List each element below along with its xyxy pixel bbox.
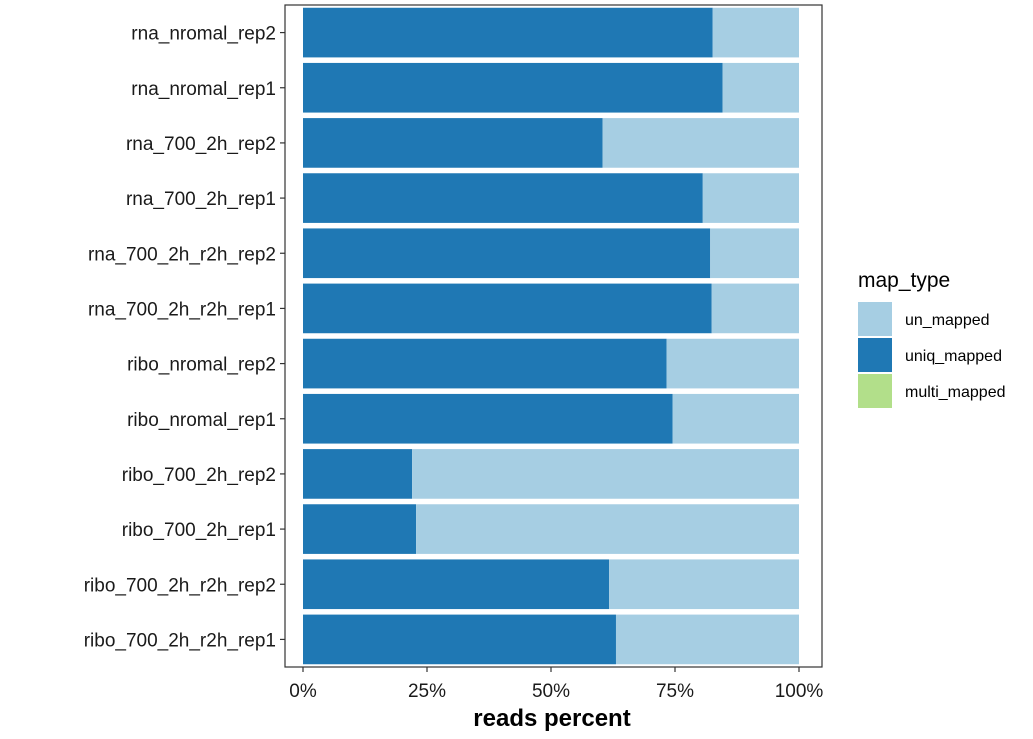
- x-tick-label: 0%: [289, 681, 317, 702]
- legend-label: un_mapped: [905, 312, 990, 329]
- y-tick-label: ribo_nromal_rep2: [127, 355, 276, 376]
- x-axis: 0% 25% 50% 75% 100%: [289, 667, 823, 702]
- y-tick-label: rna_700_2h_r2h_rep1: [88, 299, 276, 320]
- bar-un-mapped: [609, 559, 799, 610]
- bar-uniq-mapped: [303, 338, 667, 389]
- bar-uniq-mapped: [303, 393, 673, 444]
- x-tick-label: 100%: [775, 681, 824, 702]
- bar-uniq-mapped: [303, 449, 413, 499]
- legend-key-uniq-mapped: [858, 338, 892, 372]
- bar-un-mapped: [666, 338, 799, 389]
- bar-uniq-mapped: [303, 283, 712, 334]
- y-tick-label: rna_700_2h_rep2: [126, 134, 276, 155]
- bar-uniq-mapped: [303, 173, 703, 223]
- y-tick-label: rna_nromal_rep2: [131, 24, 276, 45]
- y-tick-label: ribo_700_2h_rep1: [122, 520, 276, 541]
- bar-un-mapped: [602, 118, 799, 168]
- bar-uniq-mapped: [303, 504, 417, 554]
- plot-panel: [284, 4, 823, 668]
- bar-un-mapped: [702, 173, 799, 223]
- y-tick-label: ribo_700_2h_r2h_rep2: [84, 575, 276, 596]
- bar-un-mapped: [722, 62, 799, 113]
- bar-un-mapped: [412, 449, 799, 499]
- legend-key-un-mapped: [858, 302, 892, 336]
- bar-uniq-mapped: [303, 62, 723, 113]
- x-axis-title: reads percent: [473, 705, 630, 732]
- bar-un-mapped: [712, 7, 799, 58]
- y-tick-label: ribo_nromal_rep1: [127, 410, 276, 431]
- bar-uniq-mapped: [303, 614, 616, 665]
- bar-uniq-mapped: [303, 7, 713, 58]
- legend-title: map_type: [858, 269, 950, 292]
- legend-key-multi-mapped: [858, 374, 892, 408]
- x-tick-label: 25%: [408, 681, 446, 702]
- y-tick-label: rna_700_2h_r2h_rep2: [88, 244, 276, 265]
- bar-un-mapped: [672, 393, 799, 444]
- y-tick-label: rna_nromal_rep1: [131, 79, 276, 100]
- legend: map_type un_mapped uniq_mapped multi_mappe…: [858, 269, 1006, 408]
- bar-uniq-mapped: [303, 228, 711, 279]
- bar-uniq-mapped: [303, 559, 610, 610]
- x-tick-label: 75%: [656, 681, 694, 702]
- legend-label: multi_mapped: [905, 384, 1006, 401]
- bar-un-mapped: [416, 504, 799, 554]
- bar-un-mapped: [615, 614, 799, 665]
- y-tick-label: ribo_700_2h_rep2: [122, 465, 276, 486]
- bar-un-mapped: [711, 283, 799, 334]
- y-tick-label: rna_700_2h_rep1: [126, 189, 276, 210]
- bar-uniq-mapped: [303, 118, 603, 168]
- y-tick-label: ribo_700_2h_r2h_rep1: [84, 630, 276, 651]
- bar-un-mapped: [710, 228, 799, 279]
- legend-label: uniq_mapped: [905, 348, 1002, 365]
- bars-layer: [303, 7, 799, 665]
- y-axis: rna_nromal_rep2 rna_nromal_rep1 rna_700_2h…: [84, 24, 285, 651]
- x-tick-label: 50%: [532, 681, 570, 702]
